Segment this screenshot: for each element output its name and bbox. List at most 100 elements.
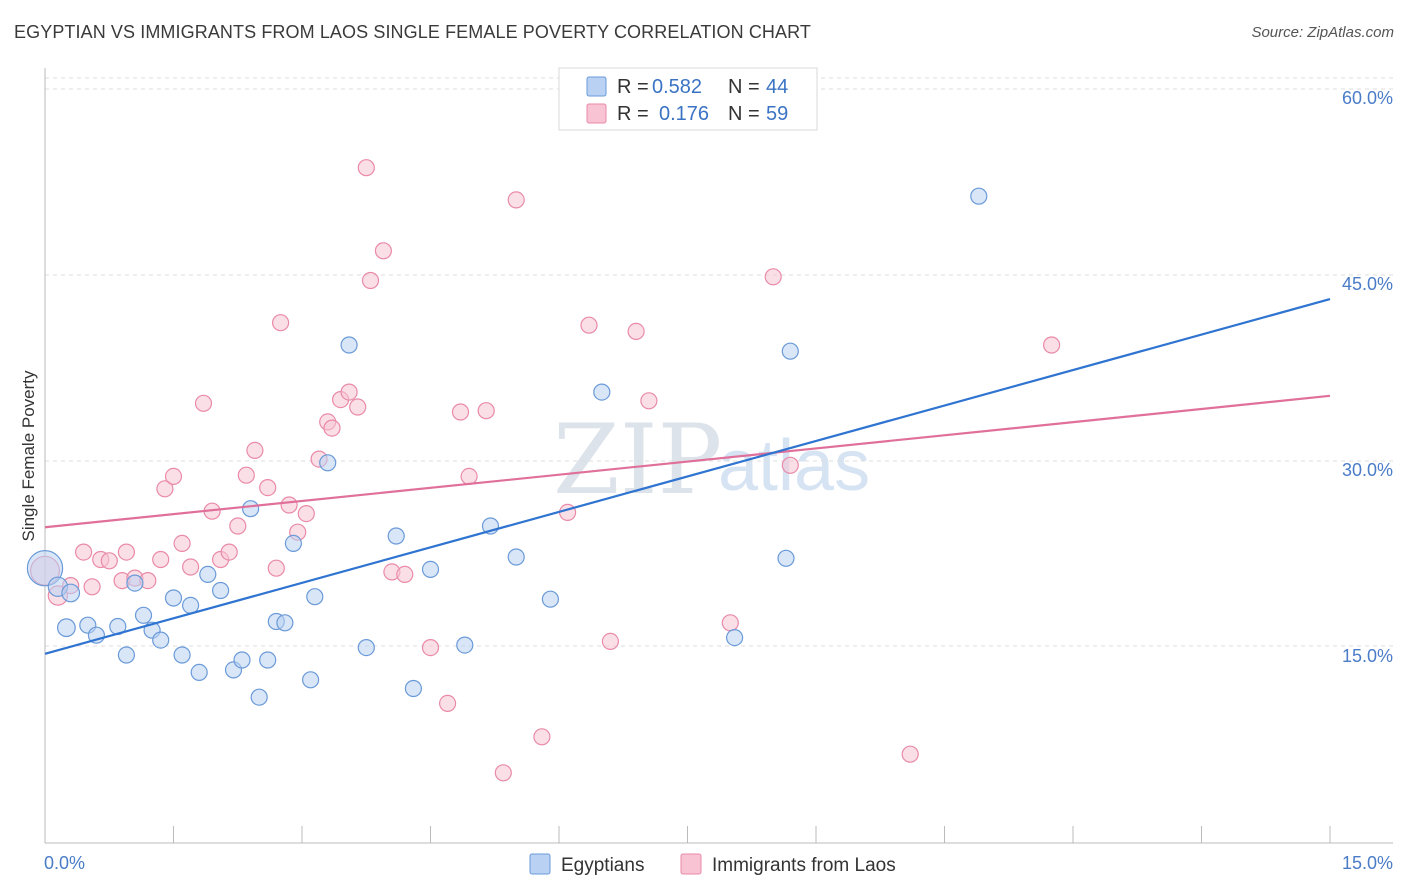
data-point [126, 574, 144, 592]
data-point [396, 565, 414, 584]
data-point [901, 745, 919, 763]
data-point [319, 454, 337, 472]
data-point [781, 456, 799, 474]
legend-r-label-blue: R = [617, 76, 649, 98]
data-point [1042, 336, 1061, 354]
y-tick-labels: 15.0% 30.0% 45.0% 60.0% [1342, 88, 1393, 666]
legend-n-label-blue: N = [728, 76, 760, 98]
data-point [507, 191, 525, 209]
data-point [173, 534, 191, 553]
data-point [460, 467, 478, 485]
y-axis-label: Single Female Poverty [19, 370, 38, 542]
y-tick-label-60: 60.0% [1342, 88, 1393, 108]
data-point [781, 342, 799, 360]
data-point [340, 383, 358, 401]
data-point [152, 631, 170, 649]
data-point [74, 543, 93, 561]
data-point [173, 646, 191, 664]
data-point [970, 187, 988, 205]
data-point [302, 671, 320, 689]
data-point [494, 764, 512, 782]
data-point [117, 646, 136, 664]
data-point [61, 583, 81, 603]
series-legend-label-laos: Immigrants from Laos [712, 855, 896, 876]
data-point [199, 565, 217, 584]
data-point [421, 638, 440, 657]
data-point [229, 517, 247, 535]
gridlines [45, 77, 1393, 647]
data-point [580, 316, 598, 334]
axes [44, 68, 1393, 844]
trend-lines [44, 298, 1331, 655]
series-legend-label-egyptians: Egyptians [561, 855, 644, 876]
data-point [233, 651, 251, 669]
data-point [259, 479, 277, 497]
data-point [246, 441, 264, 459]
data-point [640, 392, 658, 410]
data-point [349, 398, 367, 416]
data-point [276, 614, 294, 632]
data-point [456, 636, 474, 654]
legend-swatch-pink [586, 103, 607, 124]
legend-r-label-pink: R = [617, 103, 649, 125]
data-point [190, 663, 208, 682]
data-point [272, 314, 290, 332]
data-point [306, 588, 324, 606]
series-legend-swatch-laos [680, 853, 702, 875]
data-point [777, 549, 795, 567]
legend-n-value-pink: 59 [766, 103, 788, 125]
data-point [242, 500, 260, 518]
legend-r-value-blue: 0.582 [652, 76, 702, 98]
legend-swatch-blue [586, 76, 607, 97]
data-point [26, 550, 64, 587]
data-point [541, 590, 560, 608]
data-point [156, 480, 174, 498]
series-immigrants-from-laos-points [30, 159, 1061, 782]
legend-n-label-pink: N = [728, 103, 760, 125]
data-point [182, 558, 200, 576]
source-credit: Source: ZipAtlas.com [1251, 24, 1394, 41]
x-tick-label-max: 15.0% [1342, 853, 1393, 873]
data-point [340, 336, 358, 354]
data-point [212, 581, 230, 600]
data-point [361, 271, 380, 290]
x-tick-label-min: 0.0% [44, 853, 85, 873]
correlation-legend: R = 0.582 N = 44 R = 0.176 N = 59 [558, 67, 818, 131]
data-point [721, 614, 739, 632]
data-point [451, 403, 470, 421]
trendline-egyptians [44, 298, 1331, 655]
data-point [725, 628, 744, 647]
y-tick-label-30: 30.0% [1342, 460, 1393, 480]
data-point [507, 548, 525, 566]
data-point [280, 496, 298, 514]
data-point [164, 467, 183, 485]
data-point [404, 679, 422, 698]
data-point [117, 543, 136, 561]
series-legend-swatch-egyptians [529, 853, 551, 875]
data-point [374, 242, 392, 260]
data-point [284, 534, 302, 553]
data-point [237, 466, 255, 484]
data-point [593, 383, 611, 401]
data-point [83, 578, 101, 596]
data-point [323, 419, 341, 437]
data-point [164, 589, 183, 607]
y-tick-label-45: 45.0% [1342, 274, 1393, 294]
data-point [297, 504, 315, 523]
data-point [387, 527, 405, 545]
data-point [601, 632, 620, 651]
legend-r-value-pink: 0.176 [659, 103, 709, 125]
data-point [764, 268, 782, 286]
data-point [100, 552, 118, 570]
chart-title: EGYPTIAN VS IMMIGRANTS FROM LAOS SINGLE … [14, 22, 812, 42]
data-point [267, 559, 285, 577]
legend-n-value-blue: 44 [766, 76, 788, 98]
data-point [220, 543, 238, 561]
data-point [477, 402, 495, 420]
data-point [194, 394, 213, 412]
data-point [357, 638, 375, 657]
data-point [421, 560, 440, 579]
data-point [152, 550, 170, 569]
trendline-immigrants-from-laos [44, 394, 1331, 529]
